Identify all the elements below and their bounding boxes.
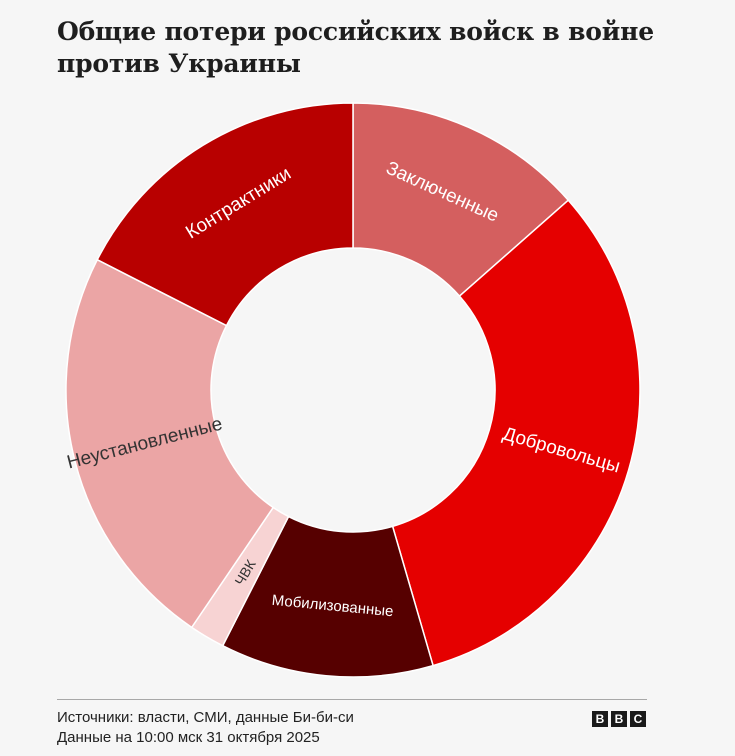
update-note: Данные на 10:00 мск 31 октября 2025 <box>57 729 320 746</box>
donut-slice <box>352 102 570 298</box>
bbc-logo-letter: B <box>611 711 627 727</box>
source-note: Источники: власти, СМИ, данные Би-би-си <box>57 709 354 726</box>
chart-title: Общие потери российских войск в войне пр… <box>57 17 654 78</box>
donut-slice <box>96 102 354 327</box>
bbc-logo-letter: B <box>592 711 608 727</box>
donut-chart: ЗаключенныеДобровольцыМобилизованныеЧВКН… <box>65 102 641 678</box>
donut-slice <box>221 515 434 678</box>
bbc-logo: B B C <box>592 711 646 727</box>
bbc-logo-letter: C <box>630 711 646 727</box>
donut-slice <box>391 199 641 667</box>
donut-slice <box>65 258 275 629</box>
footer-divider <box>57 699 647 700</box>
